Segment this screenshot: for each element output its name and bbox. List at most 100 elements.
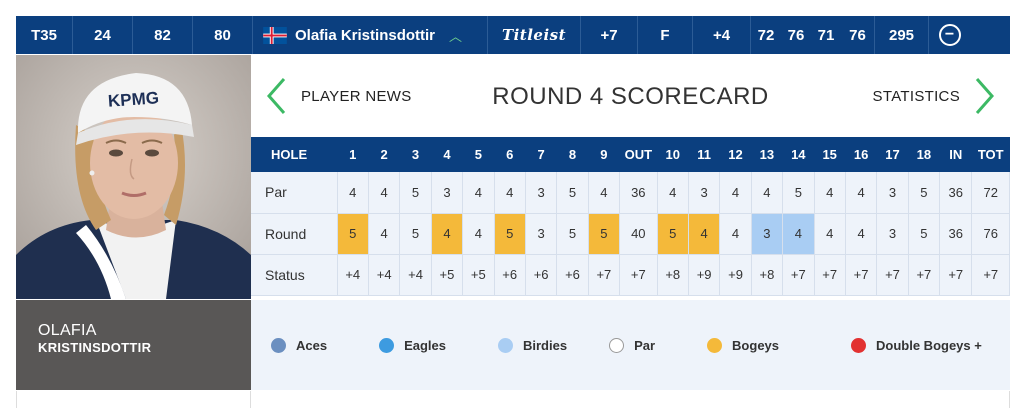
legend-item-eagles: Eagles — [379, 337, 446, 353]
hole-header-in: IN — [949, 147, 963, 162]
score-cell: 76 — [971, 213, 1010, 255]
score-cell: +7 — [876, 254, 909, 296]
legend-item-double-bogeys: Double Bogeys + — [851, 337, 982, 353]
today-cell: +4 — [693, 16, 751, 54]
statistics-label: STATISTICS — [872, 87, 960, 105]
legend-dot-icon — [271, 337, 286, 353]
total-score: 295 — [875, 16, 929, 54]
chevron-up-icon: ︿ — [449, 28, 463, 44]
score-cell: 4 — [845, 213, 878, 255]
score-cell: 3 — [751, 213, 784, 255]
hole-header-13: 13 — [759, 147, 775, 162]
kpmg-cap-logo: KPMG — [107, 88, 159, 111]
score-cell: +7 — [782, 254, 815, 296]
score-cell: +7 — [971, 254, 1010, 296]
score-cell: 5 — [337, 213, 369, 255]
legend-label: Aces — [296, 337, 328, 353]
scorecard-row-status: Status +4 +4 +4 +5 +5 +6 +6 +6 +7 +7 +8 +9 +9 +8 +7 +7 +7… — [251, 254, 1010, 296]
iceland-flag-icon — [263, 26, 287, 44]
hole-header-out: OUT — [624, 147, 653, 162]
player-first-name: OLAFIA — [38, 322, 97, 339]
round-score-r3: 71 — [817, 26, 835, 44]
legend-label: Par — [634, 337, 656, 353]
score-cell: 4 — [782, 213, 815, 255]
chevron-left-icon — [266, 78, 286, 114]
hole-header-8: 8 — [568, 147, 577, 162]
hole-header-1: 1 — [349, 147, 357, 162]
score-cell: 5 — [908, 213, 941, 255]
legend-label: Double Bogeys + — [876, 337, 982, 353]
score-cell: 4 — [719, 172, 752, 214]
score-cell: 4 — [688, 213, 721, 255]
hole-header-16: 16 — [853, 147, 869, 162]
score-cell: 5 — [782, 172, 815, 214]
collapse-button[interactable]: − — [929, 16, 970, 54]
score-cell: +7 — [619, 254, 658, 296]
minus-circle-icon: − — [938, 24, 961, 46]
score-cell: 36 — [619, 172, 658, 214]
hole-header-14: 14 — [791, 147, 806, 162]
scorecard-header-row: HOLE 1 2 3 4 5 6 7 8 9 OUT 10 11 12 13 14 15 16 17 18 IN TOT — [251, 137, 1010, 172]
hole-header-tot: TOT — [977, 147, 1004, 162]
score-cell: 3 — [431, 172, 464, 214]
score-cell: 5 — [494, 213, 526, 255]
legend-item-aces: Aces — [271, 337, 328, 353]
score-cell: 5 — [556, 213, 589, 255]
score-cell: +8 — [657, 254, 689, 296]
score-cell: 36 — [939, 172, 973, 214]
round-3-score: 80 — [193, 16, 253, 54]
score-cell: +9 — [719, 254, 752, 296]
score-cell: 4 — [845, 172, 878, 214]
score-cell: 4 — [462, 172, 495, 214]
round-score-r2: 76 — [787, 26, 805, 44]
score-cell: 5 — [908, 172, 941, 214]
score-cell: 5 — [588, 213, 621, 255]
score-cell: +7 — [814, 254, 846, 296]
score-cell: +6 — [556, 254, 589, 296]
legend-label: Bogeys — [732, 337, 780, 353]
scorecard-row-round: Round 5 4 5 4 4 5 3 5 5 40 5 4 4 3 4 4 4 3 5 36 76 — [251, 213, 1010, 255]
score-cell: 40 — [619, 213, 658, 255]
hole-header-9: 9 — [600, 147, 608, 162]
page-title: ROUND 4 SCORECARD — [492, 83, 769, 110]
hole-header-15: 15 — [822, 147, 837, 162]
score-cell: +6 — [525, 254, 558, 296]
score-cell: +5 — [431, 254, 464, 296]
scorecard-header: PLAYER NEWS ROUND 4 SCORECARD STATISTICS — [251, 55, 1010, 137]
score-cell: 4 — [719, 213, 752, 255]
score-cell: 4 — [337, 172, 369, 214]
row-label: Par — [251, 172, 338, 214]
hole-header-3: 3 — [411, 147, 420, 162]
score-cell: 5 — [399, 172, 432, 214]
leaderboard-row: T35 24 82 80 Olafia Kristinsdottir ︿ Tit… — [16, 16, 1010, 54]
hole-header-5: 5 — [474, 147, 482, 162]
score-cell: 4 — [368, 172, 401, 214]
thru-cell: F — [638, 16, 693, 54]
score-cell: 3 — [525, 172, 558, 214]
score-cell: 4 — [657, 172, 689, 214]
player-name-toggle[interactable]: Olafia Kristinsdottir ︿ — [253, 16, 488, 54]
row-label: Round — [251, 213, 338, 255]
score-cell: +7 — [908, 254, 941, 296]
score-cell: 36 — [939, 213, 973, 255]
legend-dot-icon — [609, 337, 625, 353]
hole-header-4: 4 — [443, 147, 451, 162]
score-cell: +7 — [939, 254, 973, 296]
player-last-name: KRISTINSDOTTIR — [38, 340, 152, 355]
player-news-link[interactable]: PLAYER NEWS — [265, 77, 412, 115]
legend-dot-icon — [851, 337, 867, 353]
statistics-link[interactable]: STATISTICS — [873, 77, 996, 115]
score-cell: +7 — [588, 254, 621, 296]
hole-header: HOLE — [271, 147, 308, 162]
scorecard-table: HOLE 1 2 3 4 5 6 7 8 9 OUT 10 11 12 13 14 15 16 17 18 IN TOT … — [251, 137, 1010, 296]
score-cell: 3 — [688, 172, 721, 214]
legend-dot-icon — [707, 337, 723, 353]
legend-dot-icon — [498, 337, 513, 353]
legend-item-birdies: Birdies — [498, 337, 567, 353]
hole-header-18: 18 — [916, 147, 932, 162]
player-name: Olafia Kristinsdottir — [295, 26, 436, 44]
score-cell: 4 — [431, 213, 464, 255]
position-cell: T35 — [16, 16, 73, 54]
scorecard-row-par: Par 4 4 5 3 4 4 3 5 4 36 4 3 4 4 5 4 4 3 5 36 72 — [251, 172, 1010, 214]
score-cell: 4 — [814, 213, 846, 255]
